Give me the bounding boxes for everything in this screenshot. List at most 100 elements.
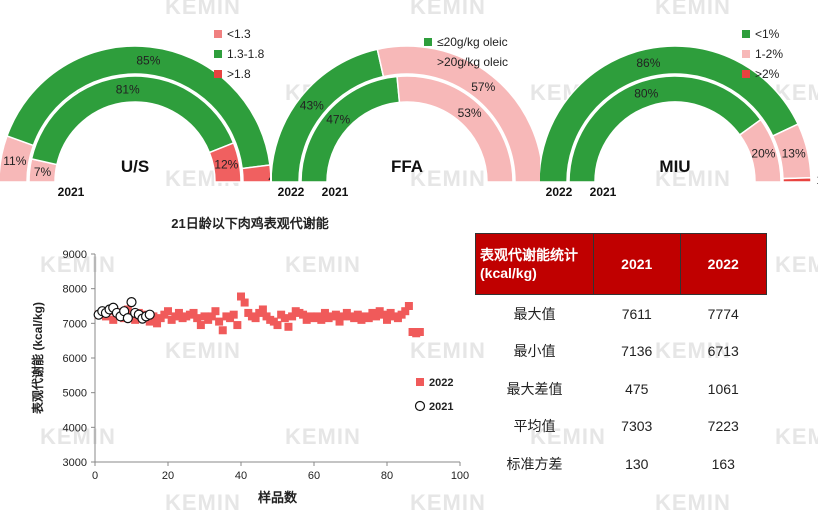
- stats-value: 7136: [621, 343, 653, 360]
- legend-label: >20g/kg oleic: [437, 55, 509, 69]
- y-tick-label: 6000: [63, 353, 87, 365]
- x-tick-label: 0: [92, 470, 98, 482]
- point-2022: [372, 312, 381, 321]
- point-2022: [109, 315, 118, 324]
- y-tick-label: 7000: [63, 318, 87, 330]
- gauge-outer-segment: [376, 45, 542, 183]
- x-tick-label: 80: [381, 470, 393, 482]
- legend-label: >1.8: [227, 67, 251, 81]
- legend-marker: [416, 378, 424, 386]
- gauge-year-label: 2021: [590, 185, 617, 199]
- stats-value: 7774: [707, 305, 739, 322]
- legend-marker: [414, 400, 426, 412]
- legend-swatch: [214, 70, 222, 78]
- point-2021: [144, 309, 155, 320]
- stats-row: 标准方差 130 163: [476, 445, 767, 483]
- point-2022: [331, 310, 340, 319]
- legend-swatch: [214, 50, 222, 58]
- gauge-outer-segment: [241, 164, 270, 183]
- point-2021: [126, 297, 137, 308]
- y-tick-label: 4000: [63, 422, 87, 434]
- y-axis-label: 表观代谢能 (kcal/kg): [30, 302, 45, 415]
- stats-value: 163: [711, 455, 735, 472]
- legend-item: <1.3: [214, 24, 264, 44]
- stats-row: 最大差值 475 1061: [476, 370, 767, 408]
- gauge-inner-segment: [738, 118, 782, 183]
- stats-header-2022: 2022: [679, 233, 767, 295]
- gauge-inner-segment: [208, 142, 242, 183]
- point-2022: [237, 292, 245, 301]
- legend-label: 2021: [429, 401, 453, 413]
- point-2022: [401, 307, 410, 316]
- point-2022: [258, 305, 267, 314]
- gauge-center-label: U/S: [121, 157, 149, 176]
- stats-row: 平均值 7303 7223: [476, 408, 767, 446]
- stats-header-label-line: (kcal/kg): [480, 265, 537, 281]
- gauge-center-label: MIU: [659, 157, 690, 176]
- gauge-value-label: 7%: [34, 165, 52, 179]
- point-2022: [280, 314, 289, 323]
- y-tick-label: 3000: [63, 457, 87, 469]
- watermark-text: KEMIN: [775, 252, 818, 277]
- gauge-value-label: 80%: [634, 87, 658, 101]
- legend-swatch: [424, 58, 432, 66]
- point-2022: [211, 307, 220, 316]
- stats-row-label: 最小值: [513, 343, 556, 360]
- stats-value: 7611: [621, 305, 652, 322]
- point-2022: [229, 310, 238, 319]
- point-2022: [284, 322, 293, 331]
- legend-label: <1%: [755, 27, 780, 41]
- stats-value: 7303: [621, 418, 653, 435]
- legend-swatch: [424, 38, 432, 46]
- gauge-value-label: 53%: [458, 106, 482, 120]
- stats-value: 6713: [707, 343, 739, 360]
- stats-header-label-line: 表观代谢能统计: [480, 247, 578, 263]
- watermark-text: KEMIN: [775, 424, 818, 449]
- point-2022: [273, 321, 282, 330]
- legend-item: 1-2%: [742, 44, 783, 64]
- miu-gauge-chart: 86% 13% 1% 80% 20% MIU 2022 2021: [540, 45, 818, 199]
- stats-table: 表观代谢能统计 (kcal/kg) 2021 2022 最大值 7611 7774 最小…: [475, 233, 767, 483]
- ffa-legend: ≤20g/kg oleic >20g/kg oleic: [424, 32, 508, 72]
- point-2022: [251, 314, 260, 323]
- legend-label: 2022: [429, 377, 453, 389]
- x-tick-label: 20: [162, 470, 174, 482]
- watermark-text: KEMIN: [655, 490, 731, 515]
- stats-row: 最小值 7136 6713: [476, 333, 767, 371]
- gauge-value-label: 11%: [3, 154, 26, 168]
- point-2022: [153, 319, 162, 328]
- gauge-inner-segment: [396, 75, 514, 183]
- stats-header-row: 表观代谢能统计 (kcal/kg) 2021 2022: [475, 233, 767, 295]
- stats-value: 475: [625, 380, 649, 397]
- stats-value: 1061: [707, 380, 739, 397]
- stats-row-label: 最大值: [513, 305, 556, 322]
- point-2022: [174, 308, 183, 317]
- point-2022: [145, 317, 154, 326]
- x-tick-label: 40: [235, 470, 247, 482]
- point-2022: [404, 302, 413, 310]
- stats-row-label: 最大差值: [506, 380, 563, 397]
- y-tick-label: 5000: [63, 388, 87, 400]
- point-2022: [215, 317, 224, 326]
- gauge-value-label: 20%: [751, 146, 775, 160]
- gauge-value-label: 57%: [471, 80, 495, 94]
- point-2022: [415, 328, 424, 336]
- us-legend: <1.3 1.3-1.8 >1.8: [214, 24, 264, 84]
- legend-item: >20g/kg oleic: [424, 52, 508, 72]
- point-2022: [131, 315, 140, 324]
- point-2021: [122, 313, 133, 324]
- gauge-year-label: 2022: [278, 185, 305, 199]
- gauge-value-label: 4%: [268, 171, 270, 185]
- legend-label: ≤20g/kg oleic: [437, 35, 508, 49]
- point-2022: [218, 326, 227, 335]
- stats-row-label: 平均值: [513, 418, 556, 435]
- point-2022: [320, 308, 329, 317]
- scatter-chart: 3000 4000 5000 6000 7000 8000 9000 0 20 40 60 80 100…: [30, 249, 469, 505]
- point-2022: [193, 314, 202, 323]
- legend-item: <1%: [742, 24, 783, 44]
- gauge-outer-segment: [782, 176, 812, 183]
- us-gauge-chart: 11% 85% 4% 7% 81% 12% U/S 2021: [0, 45, 270, 199]
- gauge-inner-segment: [568, 75, 762, 183]
- ffa-gauge-chart: 43% 57% 47% 53% FFA 2022 2021: [272, 45, 542, 199]
- gauge-year-label: 2021: [58, 185, 85, 199]
